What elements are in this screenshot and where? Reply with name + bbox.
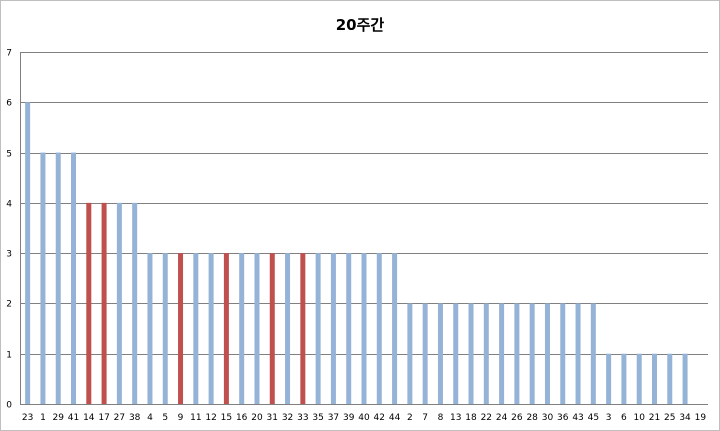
bar bbox=[392, 253, 398, 404]
bar bbox=[315, 253, 321, 404]
bar bbox=[193, 253, 199, 404]
bar bbox=[86, 202, 92, 404]
x-tick-label: 2 bbox=[407, 413, 413, 423]
bar bbox=[132, 202, 138, 404]
x-tick-label: 25 bbox=[664, 413, 675, 423]
x-tick-label: 36 bbox=[557, 413, 569, 423]
x-tick-label: 8 bbox=[438, 413, 444, 423]
y-tick-label: 4 bbox=[6, 200, 12, 210]
bar bbox=[361, 253, 367, 404]
bar bbox=[636, 353, 642, 404]
bar bbox=[269, 253, 275, 404]
x-tick-label: 41 bbox=[68, 413, 79, 423]
x-tick-label: 34 bbox=[679, 413, 691, 423]
bar bbox=[330, 253, 336, 404]
bar bbox=[453, 303, 459, 404]
bar bbox=[162, 253, 168, 404]
x-tick-label: 1 bbox=[40, 413, 46, 423]
x-tick-label: 5 bbox=[162, 413, 168, 423]
x-tick-label: 23 bbox=[22, 413, 33, 423]
x-tick-label: 6 bbox=[621, 413, 627, 423]
bar bbox=[483, 303, 489, 404]
bar bbox=[544, 303, 550, 404]
bar bbox=[223, 253, 229, 404]
y-tick-label: 0 bbox=[6, 401, 12, 411]
chart-title: 20주간 bbox=[335, 16, 385, 34]
x-tick-label: 20 bbox=[251, 413, 263, 423]
bar bbox=[499, 303, 505, 404]
bar bbox=[590, 303, 596, 404]
x-tick-label: 35 bbox=[312, 413, 323, 423]
x-tick-label: 19 bbox=[695, 413, 707, 423]
bar bbox=[468, 303, 474, 404]
x-tick-label: 42 bbox=[374, 413, 385, 423]
y-tick-label: 1 bbox=[6, 351, 12, 361]
x-tick-label: 17 bbox=[98, 413, 109, 423]
x-tick-label: 28 bbox=[526, 413, 538, 423]
x-tick-label: 14 bbox=[83, 413, 95, 423]
x-tick-label: 30 bbox=[542, 413, 554, 423]
bar bbox=[254, 253, 260, 404]
x-tick-label: 7 bbox=[422, 413, 428, 423]
x-tick-label: 45 bbox=[588, 413, 599, 423]
bar bbox=[376, 253, 382, 404]
y-tick-label: 2 bbox=[6, 300, 12, 310]
bar bbox=[651, 353, 657, 404]
bar bbox=[40, 152, 46, 404]
bar bbox=[147, 253, 153, 404]
bar bbox=[437, 303, 443, 404]
x-tick-label: 31 bbox=[267, 413, 278, 423]
x-tick-label: 37 bbox=[328, 413, 339, 423]
bar bbox=[116, 202, 122, 404]
y-tick-label: 5 bbox=[6, 150, 12, 160]
x-tick-label: 24 bbox=[496, 413, 508, 423]
x-tick-label: 27 bbox=[114, 413, 125, 423]
x-tick-label: 33 bbox=[297, 413, 308, 423]
y-tick-label: 6 bbox=[6, 99, 12, 109]
y-tick-label: 3 bbox=[6, 250, 12, 260]
x-tick-label: 15 bbox=[221, 413, 232, 423]
x-tick-label: 32 bbox=[282, 413, 293, 423]
x-tick-label: 4 bbox=[147, 413, 153, 423]
bar bbox=[346, 253, 352, 404]
x-tick-label: 44 bbox=[389, 413, 401, 423]
x-tick-label: 22 bbox=[481, 413, 492, 423]
bar bbox=[101, 202, 107, 404]
bar bbox=[208, 253, 214, 404]
x-tick-label: 29 bbox=[52, 413, 64, 423]
x-tick-label: 40 bbox=[358, 413, 370, 423]
x-tick-label: 13 bbox=[450, 413, 461, 423]
bar bbox=[667, 353, 673, 404]
bar bbox=[285, 253, 291, 404]
bar bbox=[55, 152, 61, 404]
bar bbox=[422, 303, 428, 404]
bar bbox=[606, 353, 612, 404]
x-tick-label: 16 bbox=[236, 413, 248, 423]
bar bbox=[682, 353, 688, 404]
x-tick-label: 43 bbox=[572, 413, 583, 423]
x-tick-label: 9 bbox=[178, 413, 184, 423]
x-tick-label: 3 bbox=[606, 413, 612, 423]
bar bbox=[178, 253, 184, 404]
x-tick-label: 38 bbox=[129, 413, 141, 423]
x-tick-label: 18 bbox=[465, 413, 477, 423]
bar bbox=[575, 303, 581, 404]
bar bbox=[300, 253, 306, 404]
bar bbox=[529, 303, 535, 404]
bar bbox=[621, 353, 627, 404]
x-tick-label: 12 bbox=[205, 413, 216, 423]
bar bbox=[239, 253, 245, 404]
bar bbox=[25, 102, 31, 405]
y-tick-label: 7 bbox=[6, 49, 12, 59]
x-tick-label: 21 bbox=[649, 413, 660, 423]
x-tick-label: 26 bbox=[511, 413, 523, 423]
x-tick-label: 11 bbox=[190, 413, 201, 423]
bar bbox=[560, 303, 566, 404]
bar bbox=[71, 152, 77, 404]
bar bbox=[514, 303, 520, 404]
bar bbox=[407, 303, 413, 404]
x-tick-label: 39 bbox=[343, 413, 355, 423]
x-tick-label: 10 bbox=[633, 413, 645, 423]
